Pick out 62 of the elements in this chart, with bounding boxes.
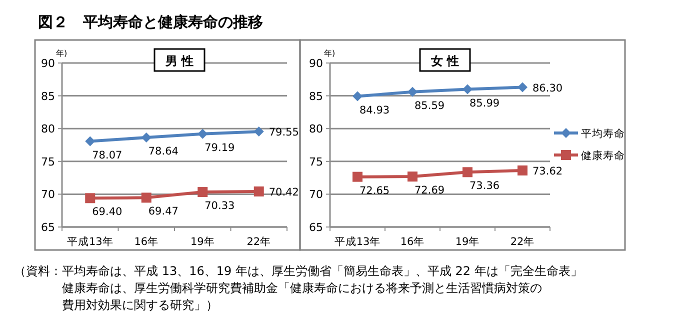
x-tick-label: 平成13年 (66, 235, 114, 248)
point (352, 172, 362, 182)
x-tick-label: 22年 (510, 236, 535, 248)
point (198, 187, 208, 198)
data-label: 84.93 (360, 104, 390, 116)
y-tick-label: 70 (41, 188, 55, 202)
data-label: 79.19 (204, 142, 235, 154)
x-tick-label: 22年 (246, 236, 272, 248)
x-tick-label: 16年 (400, 236, 425, 248)
data-label: 72.69 (414, 184, 445, 197)
data-label: 73.62 (532, 165, 563, 178)
text: 健康寿命は、厚生労働科学研究費補助金「健康寿命における将来予測と生活習慣病対策の (62, 281, 542, 295)
y-tick-label: 90 (309, 57, 323, 70)
y-tick-label: 75 (309, 155, 323, 168)
point (408, 172, 418, 182)
x-tick-label: 19年 (190, 236, 215, 248)
data-label: 73.36 (470, 180, 500, 192)
y-tick-label: 80 (41, 122, 55, 136)
y-tick-label: 65 (41, 221, 55, 234)
chart-title: 図２ 平均寿命と健康寿命の推移 (38, 13, 263, 31)
point (85, 193, 96, 204)
y-tick-label: 85 (41, 90, 55, 103)
data-label: 85.59 (414, 100, 445, 112)
y-axis-title: 年) (56, 49, 68, 58)
y-tick-label: 70 (309, 188, 323, 202)
legend-label: 平均寿命 (581, 128, 625, 140)
point (141, 192, 152, 203)
data-label: 86.30 (532, 82, 563, 94)
legend-label: 健康寿命 (581, 149, 625, 162)
point (462, 167, 472, 178)
point (408, 86, 418, 97)
data-label: 70.33 (204, 200, 235, 212)
chart-subtitle: 男 性 (164, 54, 194, 68)
y-tick-label: 90 (41, 57, 55, 70)
point (198, 128, 208, 139)
y-tick-label: 65 (309, 221, 323, 234)
data-label: 78.64 (148, 146, 179, 158)
data-label: 85.99 (470, 97, 500, 110)
point (254, 126, 264, 137)
y-tick-label: 75 (41, 155, 55, 168)
data-label: 78.07 (92, 149, 122, 162)
x-tick-label: 16年 (134, 236, 159, 248)
point (518, 165, 528, 176)
data-label: 70.42 (268, 186, 299, 198)
point (352, 91, 362, 102)
y-tick-label: 80 (309, 122, 323, 136)
data-label: 72.65 (360, 184, 390, 197)
point (254, 186, 264, 196)
x-tick-label: 平成13年 (334, 235, 381, 248)
data-label: 69.40 (92, 206, 122, 218)
point (462, 84, 472, 94)
point (85, 136, 96, 146)
data-label: 79.55 (268, 126, 299, 139)
text: （資料：平均寿命は、平成 13、16、19 年は、厚生労働省「簡易生命表」、平成 22 年は「完全生命表」 (14, 264, 582, 278)
y-axis-title: 年) (324, 49, 336, 58)
text: 費用対効果に関する研究」） (62, 298, 218, 312)
x-tick-label: 19年 (455, 236, 480, 248)
point (518, 82, 528, 92)
y-tick-label: 85 (309, 90, 323, 103)
chart-subtitle: 女 性 (430, 54, 460, 68)
point (141, 132, 152, 143)
data-label: 69.47 (148, 206, 178, 218)
